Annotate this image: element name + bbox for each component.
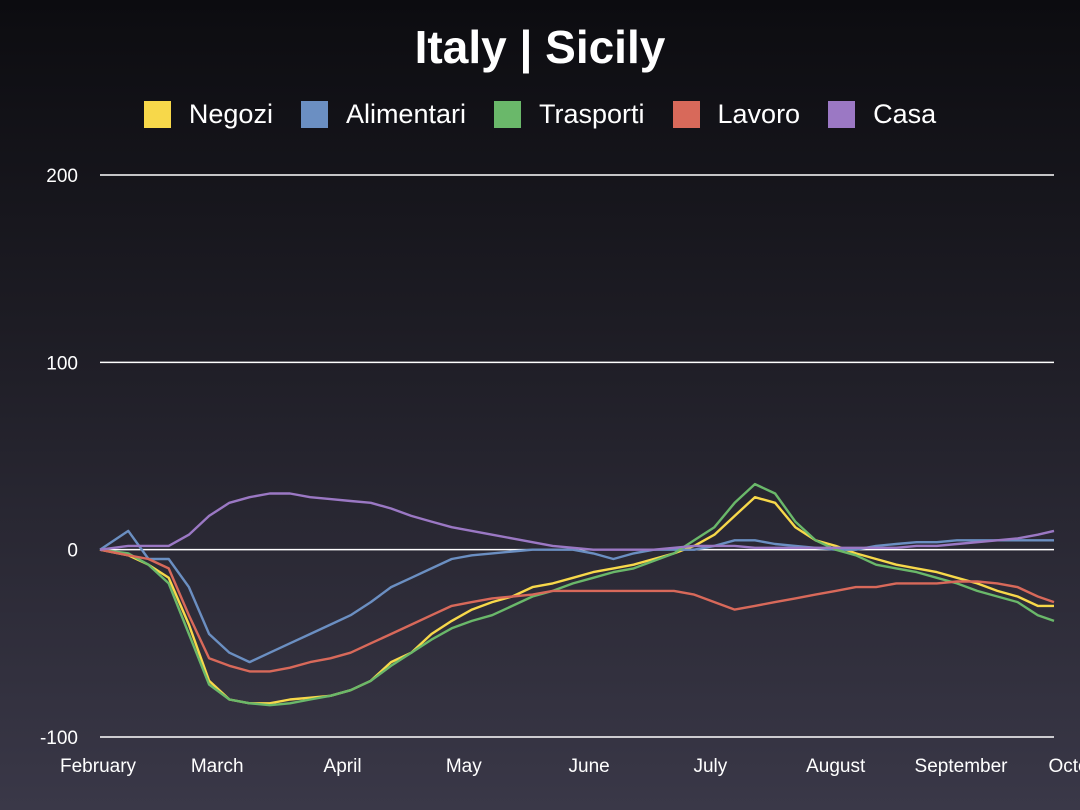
- x-tick-label: September: [915, 756, 1009, 777]
- legend-item-trasporti: Trasporti: [493, 97, 645, 131]
- series-line-negozi: [99, 496, 1054, 705]
- legend-item-alimentari: Alimentari: [300, 97, 466, 131]
- legend-swatch: [493, 100, 521, 128]
- series-line-casa: [99, 492, 1055, 551]
- legend: Negozi Alimentari Trasporti Lavoro Casa: [0, 96, 1080, 132]
- legend-label: Trasporti: [538, 99, 645, 129]
- y-tick-label: 0: [67, 541, 78, 562]
- y-tick-label: 100: [46, 353, 78, 374]
- legend-swatch: [828, 100, 856, 128]
- y-tick-label: -100: [40, 728, 78, 749]
- x-tick-label: April: [324, 756, 362, 777]
- series-line-lavoro: [99, 548, 1055, 673]
- legend-label: Casa: [873, 99, 937, 129]
- x-tick-label: May: [446, 756, 482, 777]
- x-tick-label: October: [1048, 756, 1080, 777]
- legend-item-negozi: Negozi: [143, 97, 273, 131]
- legend-label: Lavoro: [717, 99, 801, 129]
- legend-swatch: [300, 100, 328, 128]
- legend-swatch: [143, 100, 171, 128]
- legend-item-lavoro: Lavoro: [672, 97, 801, 131]
- x-tick-label: July: [693, 756, 727, 777]
- x-tick-label: March: [191, 756, 244, 777]
- legend-swatch: [672, 100, 700, 128]
- legend-item-casa: Casa: [828, 97, 936, 131]
- x-tick-label: August: [806, 756, 866, 777]
- x-tick-label: June: [569, 756, 610, 777]
- x-tick-label: February: [60, 756, 137, 777]
- legend-label: Alimentari: [345, 99, 466, 129]
- chart-title: Italy | Sicily: [414, 21, 666, 73]
- y-tick-label: 200: [46, 166, 78, 187]
- series-line-alimentari: [99, 529, 1054, 664]
- legend-label: Negozi: [188, 99, 273, 129]
- series-line-trasporti: [99, 482, 1055, 707]
